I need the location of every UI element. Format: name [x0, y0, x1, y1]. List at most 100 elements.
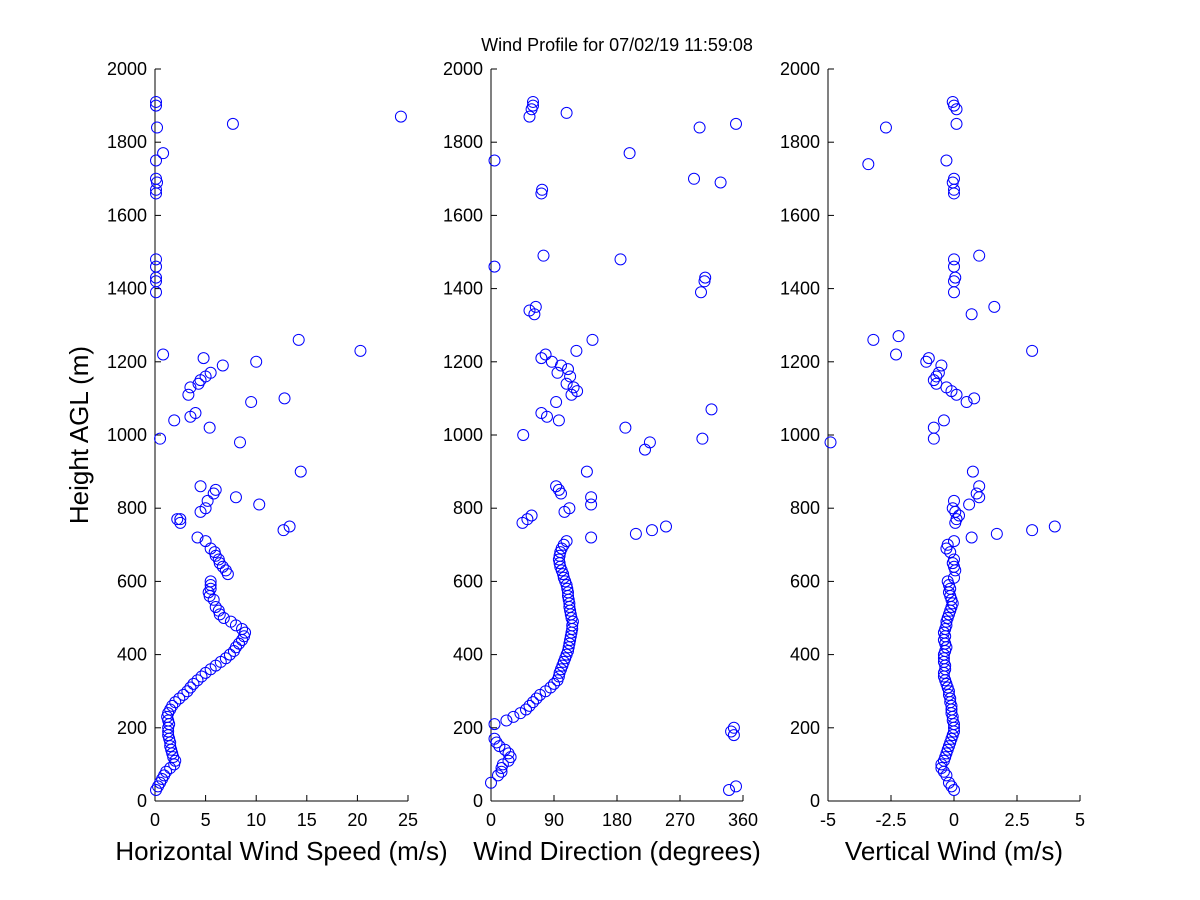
data-point — [988, 300, 1001, 313]
data-point — [184, 381, 197, 394]
y-tick-label: 2000 — [107, 59, 147, 79]
y-tick-label: 400 — [453, 645, 483, 665]
data-point — [990, 527, 1003, 540]
data-point — [973, 491, 986, 504]
data-point — [488, 718, 501, 731]
data-point — [204, 582, 217, 595]
y-tick-label: 400 — [790, 645, 820, 665]
data-point — [723, 784, 735, 797]
data-point — [166, 747, 179, 760]
data-point — [541, 410, 553, 423]
data-point — [520, 703, 532, 716]
data-point — [550, 396, 563, 409]
data-point — [940, 769, 953, 782]
data-point — [502, 747, 515, 760]
data-point — [922, 352, 935, 365]
data-point — [527, 99, 539, 112]
data-point — [195, 670, 208, 683]
data-point — [927, 421, 940, 434]
data-point — [177, 688, 190, 701]
y-tick-label: 1600 — [107, 205, 147, 225]
data-point — [550, 480, 563, 493]
data-point — [189, 407, 202, 420]
y-tick-label: 1600 — [443, 205, 483, 225]
y-tick-label: 1000 — [107, 425, 147, 445]
data-point — [643, 436, 656, 449]
data-point — [292, 333, 305, 346]
data-point — [527, 95, 539, 108]
y-tick-label: 200 — [453, 718, 483, 738]
data-point — [502, 754, 515, 767]
x-axis-label: Wind Direction (degrees) — [473, 836, 761, 866]
data-point — [525, 509, 538, 522]
data-point — [727, 729, 740, 742]
data-point — [151, 121, 164, 134]
y-tick-label: 800 — [117, 498, 147, 518]
x-axis-label: Vertical Wind (m/s) — [845, 836, 1063, 866]
data-point — [698, 275, 711, 288]
data-point — [696, 432, 709, 445]
data-point — [294, 465, 307, 478]
data-point — [219, 564, 232, 577]
data-point — [194, 480, 207, 493]
data-point — [693, 121, 706, 134]
data-point — [204, 575, 217, 588]
panel-1: 0 200 400 600 800 1000 1200 1400 1600 1800 2000 0 5 1… — [64, 59, 448, 866]
data-point — [935, 758, 948, 771]
y-tick-label: 2000 — [443, 59, 483, 79]
x-tick-label: 0 — [150, 810, 160, 830]
data-point — [204, 366, 217, 379]
data-point — [277, 524, 290, 537]
data-point — [963, 498, 976, 511]
data-point — [523, 699, 536, 712]
data-point — [614, 253, 627, 266]
data-point — [585, 491, 598, 504]
data-point — [564, 370, 577, 383]
data-point — [953, 509, 966, 522]
x-tick-label: 0 — [949, 810, 959, 830]
data-point — [948, 286, 960, 299]
data-point — [283, 520, 296, 533]
data-point — [937, 414, 950, 427]
data-point — [950, 513, 963, 526]
data-point — [730, 780, 742, 793]
x-tick-label: 5 — [201, 810, 211, 830]
data-point — [236, 622, 249, 635]
y-tick-label: 1800 — [107, 132, 147, 152]
data-point — [562, 586, 574, 599]
data-point — [560, 535, 573, 548]
data-point — [560, 377, 573, 390]
data-point — [552, 670, 565, 683]
data-point — [191, 674, 204, 687]
data-point — [730, 117, 742, 130]
data-point — [157, 348, 170, 361]
data-point — [174, 513, 187, 526]
data-point — [250, 355, 263, 368]
data-point — [209, 601, 222, 614]
data-point — [557, 571, 570, 584]
data-point — [161, 710, 174, 723]
y-tick-label: 600 — [790, 571, 820, 591]
data-point — [523, 110, 536, 123]
data-point — [705, 403, 718, 416]
data-point — [160, 765, 173, 778]
y-tick-label: 1000 — [780, 425, 820, 445]
data-point — [973, 480, 986, 493]
data-point — [150, 154, 163, 167]
data-point — [223, 648, 236, 661]
data-point — [585, 498, 598, 511]
data-point — [354, 344, 367, 357]
data-point — [942, 688, 955, 701]
data-point — [695, 286, 707, 299]
x-tick-label: 0 — [486, 810, 496, 830]
x-tick-label: 180 — [602, 810, 632, 830]
data-point — [552, 414, 565, 427]
data-point — [167, 751, 180, 764]
data-point — [932, 366, 945, 379]
data-point — [1048, 520, 1061, 533]
y-axis-label: Height AGL (m) — [64, 346, 94, 524]
data-point — [946, 502, 959, 515]
y-tick-label: 800 — [790, 498, 820, 518]
data-point — [150, 260, 163, 273]
